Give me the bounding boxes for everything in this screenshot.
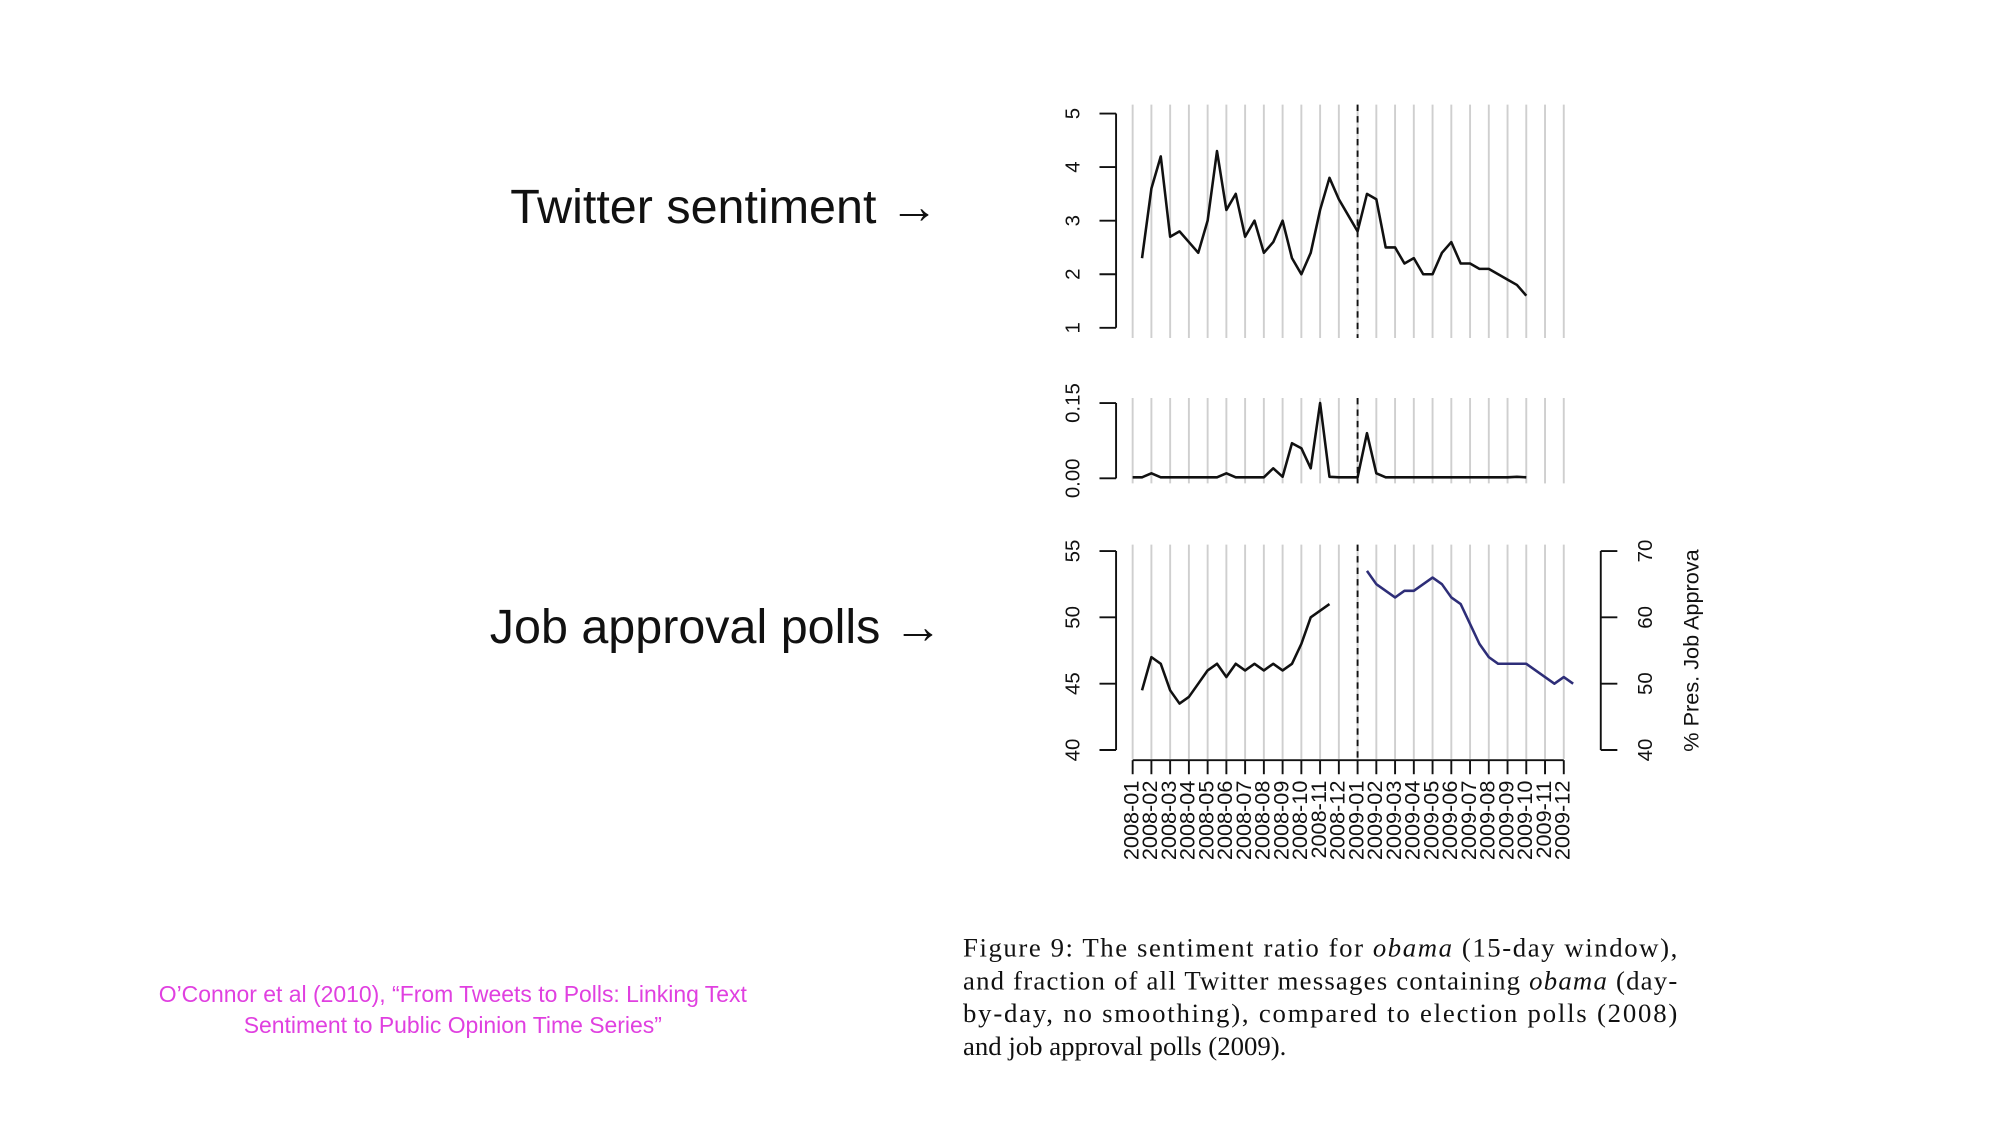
caption-text: (15-day window), — [1454, 933, 1678, 963]
x-tick-label: 2008-01 — [1118, 781, 1143, 861]
y2-tick-label: 50 — [1635, 672, 1657, 695]
slide-label: Twitter sentiment → — [510, 180, 938, 234]
series-line — [1132, 401, 1527, 479]
caption-line: Figure 9: The sentiment ratio for obama … — [963, 933, 1677, 963]
x-tick-label: 2008-05 — [1193, 781, 1218, 861]
slide-label: Job approval polls → — [490, 600, 942, 654]
x-tick-label: 2008-12 — [1325, 781, 1350, 861]
x-tick-label: 2008-11 — [1306, 781, 1331, 859]
caption-text: obama — [1529, 965, 1607, 995]
caption-text: and job approval polls (2009). — [963, 1031, 1286, 1061]
y-tick-label: 0.00 — [1062, 458, 1084, 498]
caption-text: and fraction of all Twitter messages con… — [963, 965, 1528, 995]
x-tick-label: 2009-12 — [1550, 781, 1575, 861]
x-tick-label: 2009-01 — [1343, 781, 1368, 861]
series-line — [1365, 570, 1574, 685]
series-line — [1140, 149, 1528, 297]
x-tick-label: 2008-06 — [1212, 781, 1237, 861]
x-tick-label: 2008-02 — [1137, 781, 1162, 861]
citation: Sentiment to Public Opinion Time Series” — [244, 1012, 662, 1038]
caption-text: obama — [1373, 933, 1452, 963]
y-tick-label: 50 — [1062, 606, 1084, 629]
caption-line: and fraction of all Twitter messages con… — [963, 965, 1677, 995]
x-tick-label: 2009-10 — [1512, 781, 1537, 861]
y-tick-label: 4 — [1062, 161, 1084, 172]
x-tick-label: 2009-02 — [1362, 781, 1387, 861]
x-tick-label: 2009-06 — [1437, 781, 1462, 861]
x-tick-label: 2009-08 — [1475, 781, 1500, 861]
y-tick-label: 0.15 — [1062, 383, 1084, 423]
y2-tick-label: 40 — [1635, 739, 1657, 762]
x-tick-label: 2009-05 — [1418, 781, 1443, 861]
x-tick-label: 2009-07 — [1456, 781, 1481, 861]
y-tick-label: 55 — [1062, 540, 1084, 563]
y-tick-label: 5 — [1062, 108, 1084, 119]
y2-axis-label: % Pres. Job Approva — [1678, 548, 1703, 751]
series-line — [1140, 603, 1331, 705]
y-tick-label: 1 — [1062, 322, 1084, 333]
x-tick-label: 2008-04 — [1175, 781, 1200, 861]
x-tick-label: 2008-10 — [1287, 781, 1312, 861]
y2-tick-label: 60 — [1635, 606, 1657, 629]
y-tick-label: 45 — [1062, 672, 1084, 695]
caption-line: and job approval polls (2009). — [963, 1031, 1286, 1061]
x-tick-label: 2009-03 — [1381, 781, 1406, 861]
citation: O’Connor et al (2010), “From Tweets to P… — [159, 981, 748, 1007]
caption-line: by-day, no smoothing), compared to elect… — [963, 998, 1677, 1028]
x-tick-label: 2009-04 — [1400, 781, 1425, 861]
y-tick-label: 40 — [1062, 739, 1084, 762]
x-tick-label: 2008-07 — [1231, 781, 1256, 861]
caption-text: Figure 9: The sentiment ratio for — [963, 933, 1371, 963]
x-tick-label: 2009-11 — [1531, 781, 1556, 859]
y-tick-label: 3 — [1062, 215, 1084, 226]
x-tick-label: 2009-09 — [1493, 781, 1518, 861]
y-tick-label: 2 — [1062, 269, 1084, 280]
y2-tick-label: 70 — [1635, 540, 1657, 563]
caption-text: (day- — [1608, 965, 1677, 995]
caption-text: by-day, no smoothing), compared to elect… — [963, 998, 1677, 1028]
x-tick-label: 2008-03 — [1156, 781, 1181, 861]
x-tick-label: 2008-09 — [1268, 781, 1293, 861]
x-tick-label: 2008-08 — [1250, 781, 1275, 861]
